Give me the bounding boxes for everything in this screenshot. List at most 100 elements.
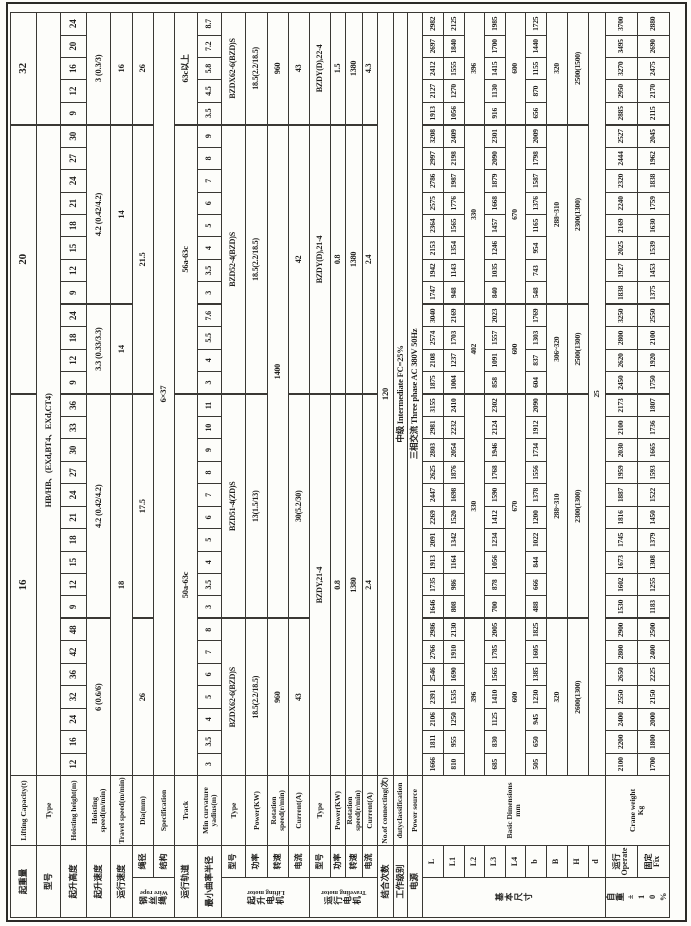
row-group-label: 运行电机Traveling motor <box>309 877 378 918</box>
data-cell: 1747 <box>422 281 444 305</box>
data-cell: 656 <box>525 102 547 125</box>
data-cell: 870 <box>525 79 547 103</box>
data-cell: 1816 <box>605 506 638 529</box>
spec-row: 起升高度 Hoisting height(m) 12 16 24 32 36 42 48 9 12 1… <box>60 12 87 918</box>
data-cell: 1270 <box>443 79 465 103</box>
data-cell: 960 <box>267 12 289 125</box>
data-cell: 2025 <box>605 236 638 260</box>
row-sublabel: 绳径 <box>132 845 154 878</box>
data-cell: 1703 <box>443 326 465 350</box>
data-cell: 2269 <box>422 506 444 529</box>
row-sublabel: H <box>567 845 589 878</box>
spec-table-body: 起重量 Lifting Capacity(t) 16 20 32 型号 Type HB/HB、… <box>10 12 670 918</box>
data-cell: 2108 <box>422 349 444 372</box>
data-cell: 1385 <box>525 663 547 686</box>
row-label-en: Lifting Capacity(t) <box>10 775 37 846</box>
data-cell: 1593 <box>637 461 670 484</box>
data-cell: BZDY,21-4 <box>309 394 331 776</box>
data-cell: 402 <box>464 304 485 395</box>
data-cell: 27 <box>60 461 87 484</box>
data-cell: 43 <box>288 12 310 125</box>
data-cell: 1379 <box>637 528 670 552</box>
data-cell: 2550 <box>605 685 638 709</box>
data-cell: 18 <box>110 394 133 776</box>
data-cell: 1985 <box>484 12 506 36</box>
data-cell: 27 <box>60 147 87 170</box>
data-cell: 2225 <box>637 663 670 686</box>
spec-row: 结合次数 No.of connecting(次) 120 <box>377 12 394 918</box>
data-cell: 16 <box>60 57 87 80</box>
data-cell: 600 <box>505 304 526 395</box>
data-cell: 2766 <box>422 640 444 664</box>
data-cell: 1700 <box>484 35 506 58</box>
data-cell: 12 <box>60 259 87 282</box>
data-cell: 1410 <box>484 685 506 709</box>
row-label-en: Dia(mm) <box>132 775 154 846</box>
data-cell: 1735 <box>422 573 444 596</box>
data-cell: 2150 <box>637 685 670 709</box>
data-cell: 6 (0.6/6) <box>86 618 111 776</box>
row-label-en: Min curvature yadius(m) <box>197 775 222 846</box>
data-cell: 48 <box>60 618 87 641</box>
data-cell: 63c以上 <box>174 12 198 125</box>
data-cell: 9 <box>60 371 87 395</box>
data-cell: 4 <box>197 236 222 260</box>
data-cell: 26 <box>132 12 154 125</box>
data-cell: 878 <box>484 573 506 596</box>
data-cell: 1959 <box>605 461 638 484</box>
data-cell: BZD52-4(BZD)S <box>221 124 246 395</box>
data-cell: 2444 <box>605 147 638 170</box>
data-cell: 3155 <box>422 394 444 417</box>
row-group-label: 自重±10% <box>605 877 670 918</box>
row-sublabel: L1 <box>443 845 465 878</box>
data-cell: BZDX62-6(BZD)S <box>221 12 246 125</box>
data-cell: 20 <box>60 35 87 58</box>
data-cell: 1987 <box>443 169 465 193</box>
data-cell: 7.6 <box>197 304 222 327</box>
data-cell: 32 <box>10 12 37 125</box>
data-cell: 1927 <box>605 259 638 282</box>
data-cell: 604 <box>525 371 547 395</box>
data-cell: 837 <box>525 349 547 372</box>
data-cell: 1913 <box>422 102 444 125</box>
data-cell: 1565 <box>443 214 465 237</box>
data-cell: 5 <box>197 528 222 552</box>
data-cell: 1556 <box>525 461 547 484</box>
data-cell: 1700 <box>637 753 670 776</box>
spec-row: 电源 Power source 三相交流 Three phase AC 380V 5… <box>407 12 423 918</box>
data-cell: 1745 <box>605 528 638 552</box>
data-cell: BZDY(D),21-4 <box>309 124 331 395</box>
row-sublabel: 型号 <box>221 845 246 878</box>
data-cell: 2412 <box>422 57 444 80</box>
row-group-label: 起升电机Lifting motor <box>221 877 310 918</box>
data-cell: 1879 <box>484 169 506 193</box>
data-cell: 16 <box>60 730 87 754</box>
data-cell: 1412 <box>484 506 506 529</box>
data-cell: 2550 <box>637 304 670 327</box>
data-cell: 960 <box>267 618 289 776</box>
data-cell: 1665 <box>637 438 670 462</box>
data-cell: 5 <box>197 214 222 237</box>
data-cell: 21.5 <box>132 124 154 395</box>
data-cell: 3.5 <box>197 730 222 754</box>
data-cell: 396 <box>464 618 485 776</box>
data-cell: 840 <box>484 281 506 305</box>
data-cell: 650 <box>525 730 547 754</box>
data-cell: 1250 <box>443 708 465 731</box>
data-cell: 1520 <box>443 506 465 529</box>
spec-row: 最小曲率半径 Min curvature yadius(m) 3 3.5 4 5 6 7 8 3 3… <box>197 12 222 918</box>
data-cell: 18 <box>60 214 87 237</box>
data-cell: 1913 <box>422 551 444 574</box>
row-label-en: Travel speed(m/min) <box>110 775 133 846</box>
row-sublabel: 功率 <box>245 845 268 878</box>
data-cell: 2009 <box>525 124 547 148</box>
data-cell: 2690 <box>637 35 670 58</box>
data-cell: 1736 <box>637 416 670 439</box>
data-cell: 844 <box>525 551 547 574</box>
data-cell: 808 <box>443 595 465 619</box>
data-cell: BZD51-4(ZD)S <box>221 394 246 619</box>
spec-row: 型号 Type HB/HB、(EXd,BT4、EXd,CT4) <box>36 12 61 918</box>
data-cell: 16 <box>10 394 37 776</box>
data-cell: 2127 <box>422 79 444 103</box>
data-cell: 2950 <box>605 79 638 103</box>
